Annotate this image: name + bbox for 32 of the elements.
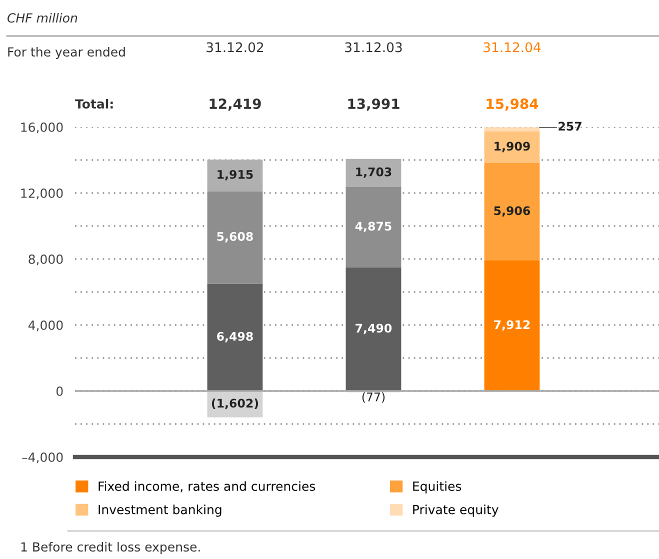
legend-label: Equities bbox=[413, 481, 462, 494]
x-tick-label: 31.12.02 bbox=[206, 42, 264, 52]
legend-label: Investment banking bbox=[98, 504, 222, 517]
text: 15,984 bbox=[486, 98, 538, 111]
data-label: 1,703 bbox=[356, 167, 392, 178]
text: Total: bbox=[75, 98, 113, 109]
data-label: 4,875 bbox=[355, 222, 392, 232]
y-tick-label: –4,000 bbox=[22, 452, 63, 464]
data-label: (1,602) bbox=[212, 398, 258, 410]
text: 12,419 bbox=[210, 98, 261, 111]
legend-label: Fixed income, rates and currencies bbox=[98, 481, 316, 492]
data-label: 5,906 bbox=[494, 206, 530, 217]
y-tick-label: 4,000 bbox=[28, 320, 63, 332]
legend-label: Private equity bbox=[413, 504, 498, 517]
data-label: 6,498 bbox=[217, 332, 253, 342]
y-tick-label: 12,000 bbox=[21, 188, 63, 200]
text: For the year ended bbox=[8, 46, 125, 60]
data-label: 7,912 bbox=[494, 320, 530, 331]
y-tick-label: 16,000 bbox=[21, 122, 63, 134]
y-tick-label: 8,000 bbox=[28, 254, 63, 266]
text: CHF million bbox=[8, 12, 78, 23]
data-label: 5,608 bbox=[217, 232, 253, 242]
data-label: 1,915 bbox=[218, 170, 253, 180]
data-label: 7,490 bbox=[356, 324, 392, 334]
text: 13,991 bbox=[348, 98, 400, 111]
data-label: (77) bbox=[362, 392, 385, 403]
x-tick-label: 31.12.03 bbox=[345, 42, 402, 52]
y-tick-label: 0 bbox=[56, 386, 63, 396]
data-label: 257 bbox=[558, 122, 582, 131]
x-tick-label: 31.12.04 bbox=[484, 42, 541, 52]
text: 1 Before credit loss expense. bbox=[21, 542, 200, 554]
data-label: 1,909 bbox=[494, 142, 530, 152]
